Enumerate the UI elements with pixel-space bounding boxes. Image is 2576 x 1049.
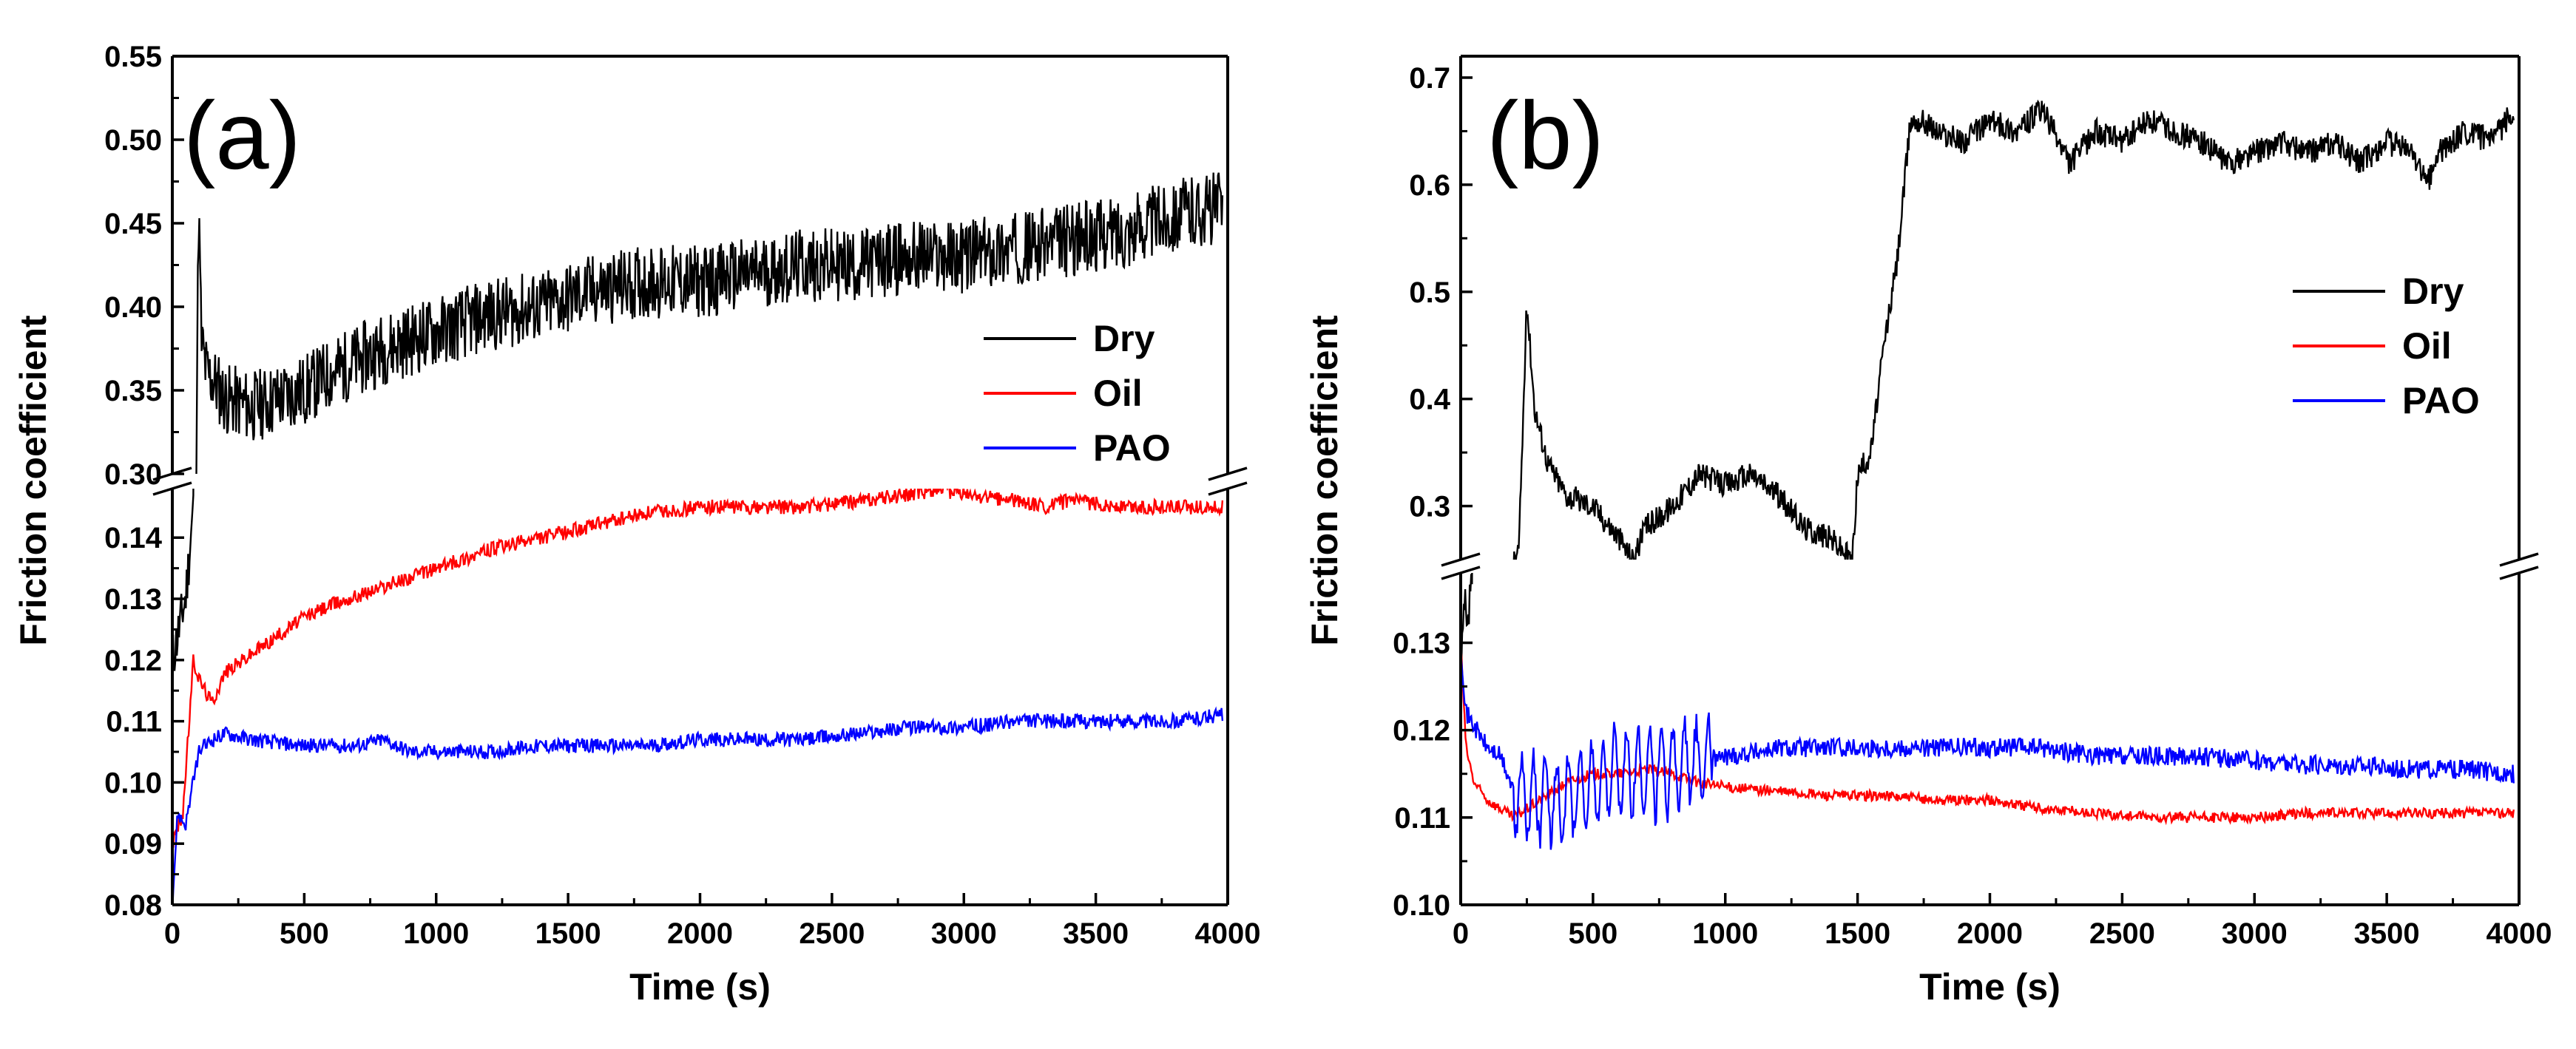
axis-break-mark [2499,566,2539,580]
axis-break-mark [1441,566,1481,580]
axis-break-mark [1208,466,1248,481]
x-tick-label: 2000 [667,917,733,950]
series-dry [172,172,1224,671]
panel-label: (a) [183,81,301,189]
y-tick-label: 0.55 [104,41,162,73]
y-tick-label: 0.08 [104,889,162,922]
x-tick-label: 2500 [2089,917,2155,950]
x-tick-label: 500 [280,917,329,950]
x-tick-label: 4000 [1195,917,1261,950]
y-tick-label: 0.35 [104,375,162,407]
y-tick-label: 0.12 [104,645,162,677]
series-dry [1461,99,2515,679]
x-tick-label: 2000 [1957,917,2023,950]
y-tick-label: 0.11 [1394,802,1450,835]
x-tick-label: 500 [1569,917,1618,950]
y-tick-label: 0.6 [1409,169,1450,202]
axis-break-mark [1208,481,1248,496]
axes-frame [171,55,1229,906]
y-tick-label: 0.7 [1409,62,1450,95]
legend-label-oil: Oil [1093,373,1143,414]
x-tick-label: 4000 [2487,917,2552,950]
y-tick-label: 0.09 [104,828,162,860]
axis-break-gap [1440,560,1481,572]
panel-a: 0 500 1000 1500 2000 2500 3000 3500 4000 0.30 0.35… [13,41,1261,1008]
legend-label-dry: Dry [1093,318,1155,359]
y-axis-label: Friction coefficient [13,315,54,646]
y-tick-label: 0.40 [104,291,162,324]
x-tick-label: 3000 [931,917,997,950]
x-tick-label: 1500 [535,917,601,950]
line-oil-upper [172,503,1223,727]
legend-label-pao: PAO [1093,427,1171,469]
line-dry-lower [172,489,195,671]
y-axis-label: Friction coefficient [1304,315,1345,646]
axis-break-mark [152,481,192,496]
line-dry-upper [195,172,1224,474]
line-oil-lower [172,489,1224,848]
axis-break-gap [2498,560,2540,572]
axis-break-gap [1207,475,1248,488]
legend: Dry Oil PAO [984,318,1171,469]
y-tick-label: 0.12 [1393,715,1450,747]
y-tick-label: 0.14 [104,522,163,554]
x-tick-label: 2500 [799,917,865,950]
axis-break-mark [1441,552,1481,567]
legend-label-dry: Dry [2402,271,2464,312]
x-tick-label: 1500 [1825,917,1890,950]
x-tick-label: 3500 [1063,917,1129,950]
series-pao [1461,651,2515,850]
x-tick-label: 1000 [1692,917,1758,950]
legend-label-oil: Oil [2402,325,2452,367]
y-tick-label: 0.10 [104,767,162,799]
axes-frame [1459,55,2521,906]
y-tick-label: 0.50 [104,124,162,157]
axis-break-mark [2499,552,2539,567]
y-tick-label: 0.5 [1409,276,1450,309]
x-tick-label: 0 [1453,917,1469,950]
x-tick-label: 3500 [2354,917,2420,950]
panel-b: 0 500 1000 1500 2000 2500 3000 3500 4000 0.3 0.4 0.… [1304,55,2552,1008]
x-axis-label: Time (s) [629,966,771,1008]
y-tick-label: 0.13 [1393,628,1450,660]
x-axis-label: Time (s) [1919,966,2061,1008]
legend-label-pao: PAO [2402,380,2480,421]
series-pao [172,706,1224,905]
y-tick-label: 0.45 [104,208,162,240]
y-tick-label: 0.3 [1409,491,1450,523]
y-tick-label: 0.11 [106,706,162,739]
line-dry-lower [1461,573,1473,679]
line-pao-lower [172,706,1224,905]
panel-label: (b) [1487,81,1604,189]
y-tick-label: 0.10 [1393,889,1450,922]
line-pao-lower [1461,651,2515,850]
series-oil [172,489,1224,848]
legend: Dry Oil PAO [2293,271,2480,421]
y-tick-label: 0.30 [104,458,162,491]
x-tick-label: 3000 [2222,917,2288,950]
line-dry-upper [1512,99,2515,560]
y-tick-label: 0.13 [104,583,162,616]
x-tick-label: 0 [164,917,180,950]
x-tick-label: 1000 [403,917,469,950]
y-tick-label: 0.4 [1409,384,1450,416]
